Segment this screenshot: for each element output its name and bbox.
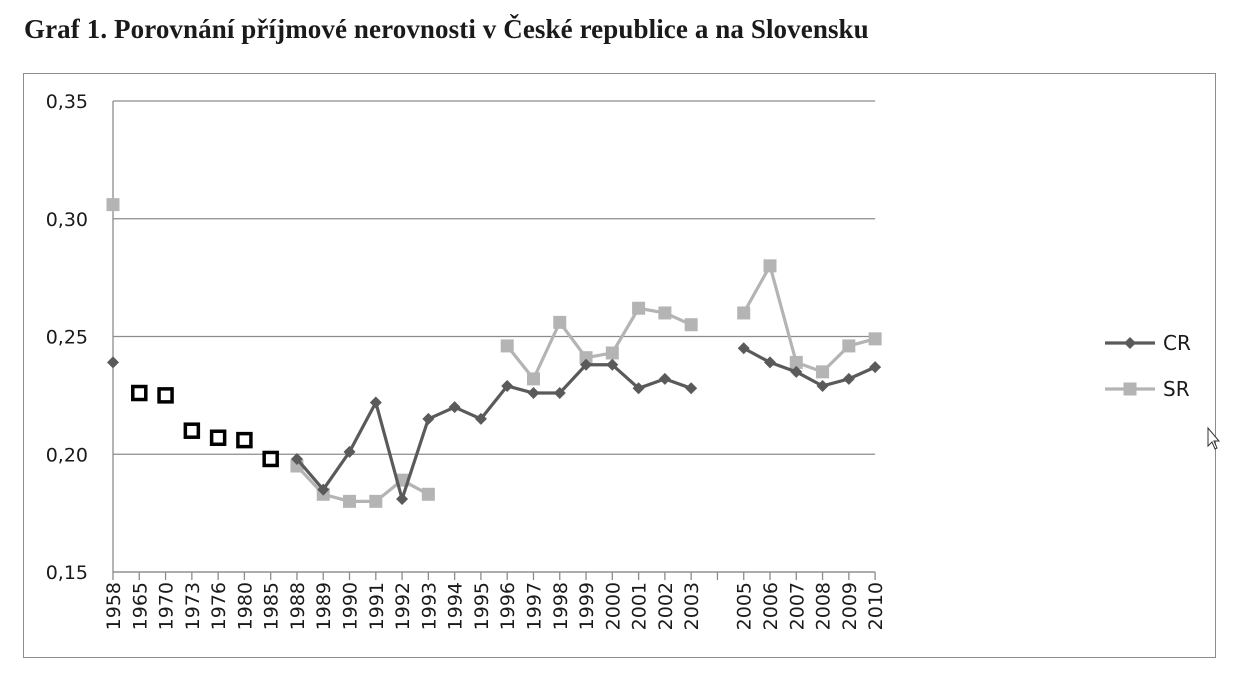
x-tick-label: 1990 [340, 582, 362, 630]
data-point [632, 382, 645, 395]
chart-frame [23, 73, 1216, 658]
x-tick-label: 2006 [760, 582, 782, 630]
data-point [131, 384, 148, 402]
x-tick-label: 1989 [313, 582, 335, 630]
x-tick-label: 2000 [602, 582, 624, 630]
x-tick-label: 2003 [681, 582, 703, 630]
y-tick-label: 0,35 [46, 91, 88, 113]
data-point [1123, 382, 1137, 396]
data-point [500, 339, 514, 353]
data-point [421, 487, 435, 501]
data-point [790, 365, 803, 378]
data-point [369, 494, 383, 508]
x-tick-label: 1992 [392, 582, 414, 630]
x-tick-label: 1965 [129, 582, 151, 630]
data-point [553, 387, 566, 400]
data-point [737, 306, 751, 320]
x-tick-label: 2001 [629, 582, 651, 630]
data-point [842, 339, 856, 353]
data-point [764, 356, 776, 369]
data-point [527, 387, 540, 400]
data-point [501, 379, 514, 392]
data-point [1124, 337, 1136, 349]
data-point [474, 412, 487, 425]
data-point [869, 361, 882, 374]
data-point [606, 358, 619, 371]
data-point [684, 318, 698, 332]
data-point [580, 358, 593, 371]
data-point [236, 431, 253, 449]
x-tick-label: 1994 [445, 582, 467, 630]
chart-title: Graf 1. Porovnání příjmové nerovnosti v … [24, 14, 869, 44]
series-line-cr [295, 363, 692, 501]
x-tick-label: 1970 [156, 582, 178, 630]
data-point [290, 452, 303, 465]
data-point [343, 445, 356, 458]
data-point [842, 372, 855, 385]
x-tick-label: 1958 [103, 582, 125, 630]
data-point [107, 356, 119, 369]
x-tick-label: 2007 [786, 582, 808, 630]
y-tick-label: 0,30 [46, 209, 88, 231]
legend-label-sr: SR [1163, 377, 1190, 401]
x-tick-label: 1985 [261, 582, 283, 630]
y-tick-label: 0,15 [46, 562, 88, 584]
x-tick-label: 2005 [734, 582, 756, 630]
x-tick-label: 1988 [287, 582, 309, 630]
series-line-sr [742, 264, 876, 374]
data-point [157, 387, 174, 404]
data-point [448, 401, 461, 414]
legend-label-cr: CR [1163, 331, 1191, 355]
x-tick-label: 1991 [366, 582, 388, 630]
x-tick-label: 2010 [865, 582, 887, 630]
data-point [209, 429, 227, 447]
data-point [868, 332, 882, 346]
data-point [605, 346, 619, 360]
data-point [262, 450, 279, 468]
x-tick-label: 1999 [576, 582, 598, 630]
y-tick-label: 0,20 [46, 444, 88, 466]
data-point [106, 198, 120, 212]
x-tick-label: 1998 [550, 582, 572, 630]
data-point [579, 351, 593, 365]
data-point [658, 372, 671, 385]
y-tick-label: 0,25 [46, 327, 88, 349]
data-point [685, 382, 698, 395]
x-tick-label: 1997 [523, 582, 545, 630]
x-tick-label: 1976 [208, 582, 230, 630]
data-point [183, 422, 201, 439]
data-point [816, 365, 830, 379]
data-point [632, 301, 646, 315]
series-line-cr [742, 346, 876, 388]
data-point [343, 494, 357, 508]
x-tick-label: 1996 [497, 582, 519, 630]
x-tick-label: 1993 [418, 582, 440, 630]
data-point [658, 306, 672, 320]
data-point [737, 342, 750, 355]
x-tick-label: 2008 [813, 582, 835, 630]
x-tick-label: 1980 [234, 582, 256, 630]
x-tick-label: 1973 [182, 582, 204, 630]
data-point [553, 315, 567, 329]
x-tick-label: 1995 [471, 582, 493, 630]
data-point [369, 396, 382, 409]
data-point [422, 412, 435, 425]
x-tick-label: 2002 [655, 582, 677, 630]
data-point [526, 372, 540, 386]
data-point [396, 492, 409, 505]
data-point [763, 259, 777, 273]
cursor-icon [1207, 426, 1221, 450]
data-point [317, 483, 330, 496]
x-tick-label: 2009 [839, 582, 861, 630]
data-point [789, 355, 803, 369]
data-point [816, 379, 829, 392]
